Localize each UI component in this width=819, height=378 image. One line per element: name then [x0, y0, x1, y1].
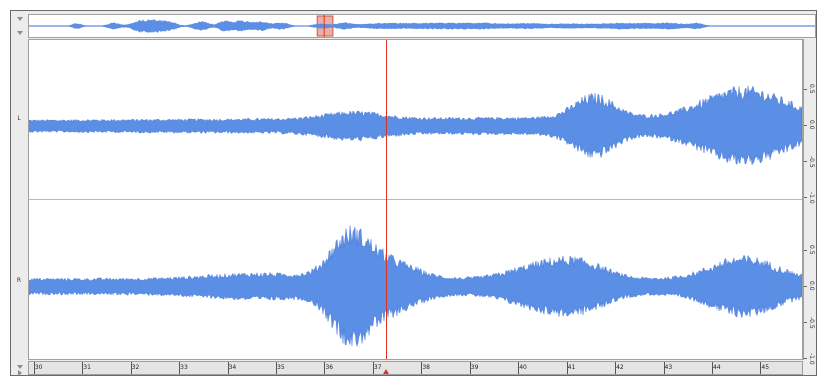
- amplitude-tick-label: -1.0: [808, 192, 815, 204]
- time-label: 44: [712, 364, 721, 371]
- time-label: 40: [519, 364, 527, 371]
- amplitude-tick-label: -1.0: [808, 352, 815, 365]
- audio-editor-window: L R 0.5 0.0 -0.5 -1.0 0.5 0.0 -0.5 -1.0 30 31 32 3…: [10, 10, 817, 376]
- amplitude-tick-mark: [804, 321, 807, 323]
- time-label: 39: [470, 364, 479, 371]
- ruler-collapse-icon[interactable]: [17, 365, 23, 369]
- time-ruler[interactable]: 30 31 32 33 34 35 36 37 38 39 40 41 42 43 44 45: [28, 361, 803, 375]
- overview-waveform-shape: [29, 18, 815, 33]
- amplitude-tick-mark: [804, 285, 807, 287]
- amplitude-tick-mark: [804, 357, 807, 359]
- amplitude-tick-label: 0.5: [808, 244, 815, 255]
- time-label: 42: [616, 364, 624, 371]
- time-tick: [760, 362, 762, 374]
- time-label: 33: [180, 364, 188, 371]
- time-tick: [82, 362, 84, 374]
- amplitude-tick-mark: [804, 197, 807, 198]
- time-tick: [711, 362, 713, 374]
- waveform-left-channel: [29, 85, 802, 166]
- time-tick: [33, 362, 35, 374]
- waveform-canvas: [29, 40, 802, 359]
- time-label: 43: [664, 364, 673, 371]
- track-collapse-icon[interactable]: [17, 31, 23, 35]
- time-tick: [227, 362, 229, 374]
- time-label: 32: [131, 364, 140, 371]
- time-tick: [663, 362, 665, 374]
- time-label: 38: [422, 364, 430, 371]
- amplitude-tick-label: -0.5: [808, 316, 815, 329]
- time-tick: [276, 362, 278, 374]
- waveform-right-channel: [29, 225, 802, 347]
- time-tick: [179, 362, 181, 374]
- left-gutter: L R: [11, 11, 28, 376]
- time-tick: [566, 362, 568, 374]
- overview-panel[interactable]: [28, 14, 816, 38]
- time-tick: [130, 362, 132, 374]
- time-label: 34: [228, 364, 237, 371]
- ruler-expand-icon[interactable]: [18, 370, 22, 376]
- amplitude-tick-mark: [804, 249, 807, 251]
- time-tick: [421, 362, 423, 374]
- time-tick: [518, 362, 520, 374]
- amplitude-tick-mark: [804, 89, 807, 90]
- time-label: 37: [373, 364, 382, 371]
- amplitude-tick-mark: [804, 125, 807, 126]
- time-tick: [615, 362, 617, 374]
- time-label: 36: [325, 364, 334, 371]
- overview-collapse-icon[interactable]: [17, 17, 23, 21]
- time-tick: [469, 362, 471, 374]
- time-label: 35: [277, 364, 285, 371]
- amplitude-tick-label: 0.0: [808, 120, 815, 130]
- time-tick: [372, 362, 374, 374]
- time-label: 30: [34, 364, 43, 371]
- time-label: 45: [761, 364, 770, 371]
- amplitude-tick-label: 0.0: [808, 280, 815, 291]
- amplitude-tick-label: 0.5: [808, 84, 815, 94]
- amplitude-tick-label: -0.5: [808, 156, 815, 168]
- time-tick: [324, 362, 326, 374]
- playhead-marker-icon[interactable]: [382, 369, 389, 374]
- overview-waveform: [29, 15, 815, 37]
- waveform-tracks[interactable]: [28, 39, 803, 360]
- time-label: 31: [83, 364, 91, 371]
- time-label: 41: [567, 364, 576, 371]
- channel-label-left: L: [17, 115, 21, 122]
- amplitude-tick-mark: [804, 161, 807, 162]
- amplitude-scale: 0.5 0.0 -0.5 -1.0 0.5 0.0 -0.5 -1.0: [803, 39, 816, 364]
- channel-label-right: R: [16, 277, 22, 284]
